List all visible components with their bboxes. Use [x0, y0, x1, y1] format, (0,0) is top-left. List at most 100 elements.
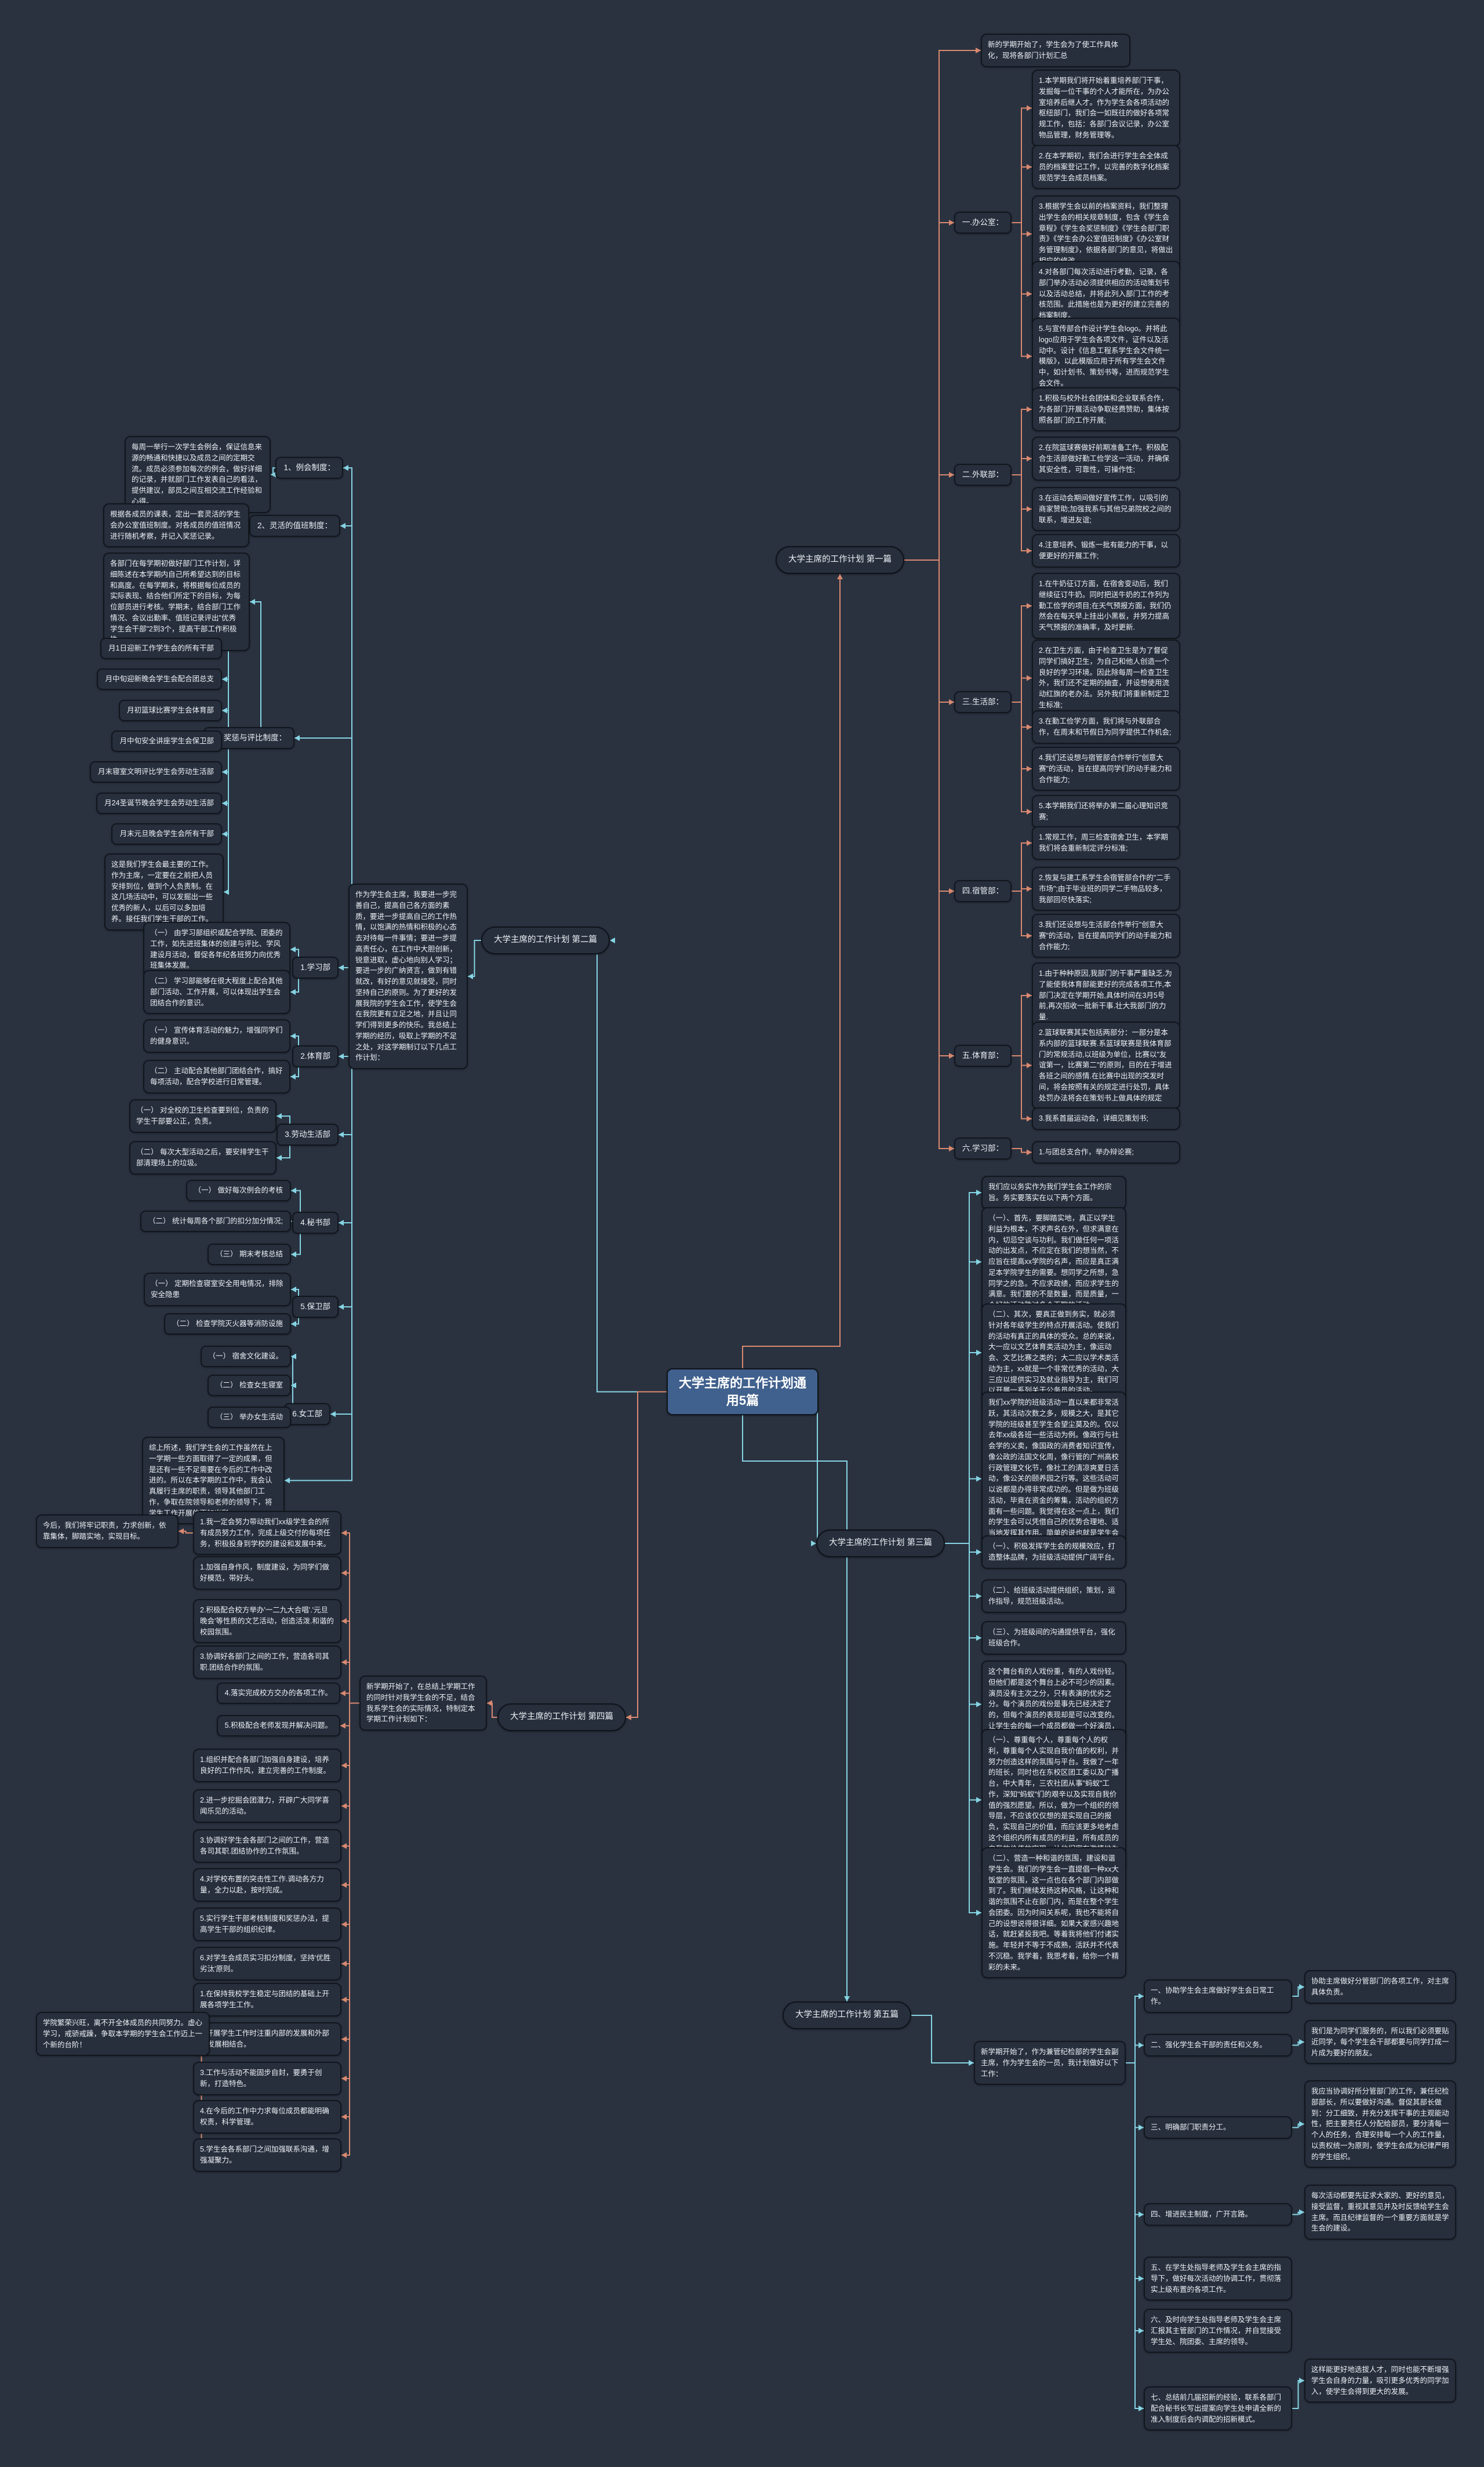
- plan2-month-event[interactable]: 月末寝室文明评比学生会劳动生活部: [89, 761, 222, 783]
- plan2-labor-item[interactable]: （一） 对全校的卫生检查要到位，负责的学生干部要公正，负责。: [129, 1099, 277, 1133]
- plan1-office-item[interactable]: 1.本学期我们将开始着重培养部门干事，发掘每一位干事的个人才能所在，为办公室培养…: [1032, 70, 1180, 147]
- plan2-meeting-system-note[interactable]: 每周一举行一次学生会例会，保证信息来源的畅通和快捷以及成员之间的定期交流。成员必…: [125, 436, 271, 513]
- plan4-item[interactable]: 1.加强自身作风，制度建设，为同学们做好模范，带好头。: [193, 1556, 341, 1590]
- plan1-life-item[interactable]: 5.本学期我们还将举办第二届心理知识竞赛;: [1032, 795, 1180, 829]
- plan5-item[interactable]: 二、强化学生会干部的责任和义务。: [1144, 2034, 1292, 2057]
- plan5-item[interactable]: 五、在学生处指导老师及学生会主席的指导下，做好每次活动的协调工作，贯彻落实上级布…: [1144, 2257, 1292, 2301]
- plan1-outreach-item[interactable]: 3.在运动会期间做好宣传工作，以吸引的商家赞助;加强我系与其他兄弟院校之间的联系…: [1032, 487, 1180, 532]
- plan4-item[interactable]: 4.落实完成校方交办的各项工作。: [216, 1683, 340, 1704]
- plan3-paragraph[interactable]: （二）、给班级活动提供组织，策划，运作指导，规范班级活动。: [981, 1579, 1126, 1613]
- plan3-paragraph[interactable]: （二）、其次，要真正做到务实，就必须针对各年级学生的特点开展活动。使我们的活动有…: [981, 1303, 1126, 1402]
- plan1-life-item[interactable]: 1.在牛奶征订方面，在宿舍变动后，我们继续征订牛奶。同时把送牛奶的工作列为勤工俭…: [1032, 573, 1180, 639]
- plan4-item[interactable]: 2.进一步挖掘会团潜力，开辟广大同学喜闻乐见的活动。: [193, 1789, 341, 1823]
- plan4-item[interactable]: 5.实行学生干部考核制度和奖惩办法，提高学生干部的组织纪律。: [193, 1908, 341, 1941]
- plan1-life-item[interactable]: 3.在勤工俭学方面，我们将与外联部合作，在周末和节假日为同学提供工作机会;: [1032, 710, 1180, 744]
- plan4-item[interactable]: 4.在今后的工作中力求每位成员都能明确权责，科学管理。: [193, 2100, 341, 2134]
- plan2-dept-labor-label[interactable]: 3.劳动生活部: [277, 1124, 339, 1146]
- plan3-paragraph[interactable]: （一）、积极发挥学生会的规模效应，打造整体品牌，为班级活动提供广阔平台。: [981, 1535, 1126, 1569]
- branch-node-plan5[interactable]: 大学主席的工作计划 第五篇: [783, 2001, 912, 2029]
- plan5-item[interactable]: 六、及时向学生处指导老师及学生会主席汇报其主管部门的工作情况，并自觉接受学生处、…: [1144, 2309, 1292, 2353]
- plan2-women-item[interactable]: （三） 举办女生活动: [208, 1407, 291, 1428]
- plan1-sports-item[interactable]: 1.由于种种原因,我部门的干事严重缺乏.为了能使我体育部能更好的完成各项工作,本…: [1032, 962, 1180, 1029]
- plan4-item[interactable]: 1.组织并配合各部门加强自身建设，培养良好的工作作风，建立完善的工作制度。: [193, 1749, 341, 1782]
- plan5-intro-note[interactable]: 新学期开始了，作为兼管纪检部的学生会副主席，作为学生会的一员，我计划做好以下工作…: [974, 2041, 1126, 2085]
- branch-node-plan3[interactable]: 大学主席的工作计划 第三篇: [816, 1529, 945, 1557]
- plan2-dept-security-label[interactable]: 5.保卫部: [292, 1296, 339, 1318]
- plan2-intro-note[interactable]: 作为学生会主席，我要进一步完善自己，提高自己各方面的素质，要进一步提高自己的工作…: [348, 884, 468, 1069]
- plan2-closing-note[interactable]: 综上所述，我们学生会的工作虽然在上一学期一些方面取得了一定的成果，但是还有一些不…: [142, 1437, 285, 1525]
- plan2-study-item[interactable]: （一） 由学习部组织或配合学院、团委的工作，如先进班集体的创建与评比、学风建设月…: [143, 922, 290, 977]
- plan4-item[interactable]: 4.对学校布置的突击性工作.调动各方力量，全力以赴，按时完成。: [193, 1868, 341, 1902]
- plan5-item-note[interactable]: 我应当协调好所分管部门的工作，兼任纪检部部长，所以要做好沟通。督促其部长做到：分…: [1304, 2080, 1456, 2168]
- plan4-item[interactable]: 3.工作与活动不能固步自封，要勇于创新，打造特色。: [193, 2062, 341, 2095]
- plan2-assessment-note[interactable]: 各部门在每学期初做好部门工作计划，详细陈述在本学期内自己所希望达到的目标和高度。…: [103, 553, 250, 651]
- plan2-meeting-system-label[interactable]: 1、例会制度：: [275, 457, 343, 479]
- plan4-lead-item[interactable]: 1.我一定会努力带动我们xx级学生会的所有成员努力工作，完成上级交付的每项任务，…: [193, 1511, 341, 1556]
- plan2-dept-study-label[interactable]: 1.学习部: [292, 957, 339, 979]
- plan4-item[interactable]: 3.协调好学生会各部门之间的工作，营造各司其职.团结协作的工作氛围。: [193, 1829, 341, 1863]
- plan4-item[interactable]: 5.学生会各系部门之间加强联系沟通，增强凝聚力。: [193, 2138, 341, 2172]
- plan4-item[interactable]: 1.在保持我校学生稳定与团结的基础上开展各项学生工作。: [193, 1983, 341, 2017]
- plan5-item[interactable]: 四、增进民主制度，广开言路。: [1144, 2203, 1292, 2226]
- plan2-dept-women-label[interactable]: 6.女工部: [284, 1403, 330, 1426]
- plan2-secretary-item[interactable]: （二） 统计每周各个部门的扣分加分情况;: [140, 1211, 291, 1232]
- plan1-dorm-item[interactable]: 3.我们还设想与生活部合作举行"创意大赛"的活动，旨在提高同学们的动手能力和合作…: [1032, 914, 1180, 958]
- plan2-security-item[interactable]: （二） 检查学院灭火器等消防设施: [164, 1313, 291, 1335]
- plan3-paragraph[interactable]: （三）、为班级间的沟通提供平台，强化班级合作。: [981, 1621, 1126, 1655]
- plan2-security-item[interactable]: （一） 定期检查寝室安全用电情况，排除安全隐患: [144, 1273, 291, 1306]
- plan2-duty-system-note[interactable]: 根据各成员的课表，定出一套灵活的学生会办公室值班制度。对各成员的值班情况进行随机…: [103, 503, 249, 548]
- plan4-item[interactable]: 6.对学生会成员实习扣分制度，坚持'优胜劣汰'原则。: [193, 1947, 341, 1981]
- plan1-outreach-item[interactable]: 2.在院篮球赛做好前期准备工作。积极配合生活部做好勤工俭学这一活动，并确保其安全…: [1032, 437, 1180, 481]
- plan2-women-item[interactable]: （二） 检查女生寝室: [208, 1375, 291, 1396]
- plan3-paragraph[interactable]: （二）、营造一种和谐的氛围，建设和谐学生会。我们的学生会一直提倡一种xx大饭堂的…: [981, 1847, 1126, 1979]
- plan2-labor-item[interactable]: （二） 每次大型活动之后，要安排学生干部清理场上的垃圾。: [129, 1141, 277, 1175]
- plan1-dept-dorm-label[interactable]: 四.宿管部：: [954, 880, 1012, 903]
- plan1-office-item[interactable]: 5.与宣传部合作设计学生会logo。并将此logo应用于学生会各项文件，证件以及…: [1032, 318, 1180, 395]
- plan4-item[interactable]: 2.开展学生工作时注重内部的发展和外部的发展相结合。: [193, 2022, 341, 2056]
- plan1-outreach-item[interactable]: 1.积极与校外社会团体和企业联系合作，为各部门开展活动争取经费赞助，集体按照各部…: [1032, 387, 1180, 432]
- plan2-month-event[interactable]: 月24圣诞节晚会学生会劳动生活部: [96, 793, 222, 814]
- plan1-office-item[interactable]: 3.根据学生会以前的档案资料，我们整理出学生会的相关规章制度，包含《学生会章程》…: [1032, 195, 1180, 273]
- plan4-goal-note[interactable]: 今后，我们将牢记职责，力求创新，依靠集体，脚踏实地，实现目标。: [36, 1514, 179, 1548]
- plan1-sports-item[interactable]: 3.我系首届运动会，详细见策划书;: [1032, 1107, 1180, 1130]
- plan4-closing-note[interactable]: 学院繁荣兴旺，离不开全体成员的共同努力。虚心学习，戒骄戒躁，争取本学期的学生会工…: [36, 2012, 210, 2057]
- plan1-office-item[interactable]: 4.对各部门每次活动进行考勤，记录，各部门举办活动必须提供相应的活动策划书以及活…: [1032, 261, 1180, 327]
- plan1-dept-sports-label[interactable]: 五.体育部：: [954, 1045, 1012, 1067]
- plan3-paragraph[interactable]: 我们应以务实作为我们学生会工作的宗旨。务实要落实在以下两个方面。: [981, 1176, 1126, 1209]
- plan1-dept-study-label[interactable]: 六.学习部：: [954, 1138, 1012, 1160]
- plan2-month-event[interactable]: 月初篮球比赛学生会体育部: [118, 700, 222, 721]
- plan5-item[interactable]: 一、协助学生会主席做好学生会日常工作。: [1144, 1979, 1292, 2013]
- plan5-item[interactable]: 三、明确部门职责分工。: [1144, 2116, 1292, 2139]
- plan2-sports-item[interactable]: （一） 宣传体育活动的魅力，增强同学们的健身意识。: [143, 1019, 290, 1053]
- plan2-month-event[interactable]: 月1日迎新工作学生会的所有干部: [100, 638, 222, 659]
- plan1-dept-outreach-label[interactable]: 二.外联部：: [954, 464, 1012, 486]
- plan5-item-note[interactable]: 这样能更好地选拔人才，同时也能不断增强学生会自身的力量，吸引更多优秀的同学加入，…: [1304, 2359, 1456, 2403]
- branch-node-plan4[interactable]: 大学主席的工作计划 第四篇: [497, 1703, 627, 1731]
- plan2-events-note[interactable]: 这是我们学生会最主要的工作。作为主席，一定要在之前把人员安排到位，做到个人负责制…: [104, 853, 224, 931]
- plan2-month-event[interactable]: 月中旬迎新晚会学生会配合团总支: [97, 668, 222, 690]
- plan2-secretary-item[interactable]: （一） 做好每次例会的考核: [186, 1180, 291, 1201]
- plan1-intro-note[interactable]: 新的学期开始了，学生会为了使工作具体化，现将各部门计划汇总: [981, 34, 1130, 67]
- plan1-dept-life-label[interactable]: 三.生活部：: [954, 691, 1012, 714]
- plan5-item-note[interactable]: 协助主席做好分管部门的各项工作，对主席具体负责。: [1304, 1970, 1456, 2004]
- plan5-item[interactable]: 七、总结前几届招新的经验，联系各部门配合秘书长写出提案向学生处申请全新的准入制度…: [1144, 2386, 1292, 2431]
- plan2-secretary-item[interactable]: （三） 期末考核总结: [208, 1244, 291, 1265]
- plan2-dept-secretary-label[interactable]: 4.秘书部: [292, 1212, 339, 1234]
- plan2-study-item[interactable]: （二） 学习部能够在很大程度上配合其他部门活动、工作开展，可以体现出学生会团结合…: [143, 970, 290, 1015]
- plan4-item[interactable]: 5.积极配合老师发现并解决问题。: [216, 1715, 340, 1736]
- branch-node-plan2[interactable]: 大学主席的工作计划 第二篇: [481, 927, 610, 954]
- plan1-sports-item[interactable]: 2.篮球联赛其实包括两部分：一部分是本系内部的篮球联赛.系篮球联赛是我体育部门的…: [1032, 1022, 1180, 1110]
- plan1-dept-office-label[interactable]: 一.办公室：: [954, 212, 1012, 234]
- plan1-life-item[interactable]: 2.在卫生方面，由于检查卫生是为了督促同学们搞好卫生，为自己和他人创造一个良好的…: [1032, 640, 1180, 717]
- branch-node-plan1[interactable]: 大学主席的工作计划 第一篇: [776, 546, 905, 574]
- plan1-study-item[interactable]: 1.与团总支合作，举办辩论赛;: [1032, 1141, 1180, 1164]
- plan1-dorm-item[interactable]: 1.常规工作，周三检查宿舍卫生，本学期我们将会重新制定评分标准;: [1032, 826, 1180, 860]
- plan1-dorm-item[interactable]: 2.恢复与建工系学生会宿管部合作的"二手市场";由于毕业班的同学二手物品较多，我…: [1032, 867, 1180, 911]
- plan1-life-item[interactable]: 4.我们还设想与宿管部合作举行"创意大赛"的活动，旨在提高同学们的动手能力和合作…: [1032, 747, 1180, 791]
- plan5-item-note[interactable]: 每次活动都要先征求大家的、更好的意见，接受监督，重视其意见并及时反馈给学生会主席…: [1304, 2185, 1456, 2240]
- plan4-item[interactable]: 3.协调好各部门之间的工作，营造各司其职.团结合作的氛围。: [193, 1645, 341, 1679]
- central-topic[interactable]: 大学主席的工作计划通用5篇: [667, 1368, 819, 1416]
- plan2-sports-item[interactable]: （二） 主动配合其他部门团结合作，搞好每项活动，配合学校进行日常管理。: [143, 1060, 290, 1093]
- plan2-duty-system-label[interactable]: 2、灵活的值班制度：: [249, 515, 340, 537]
- plan4-item[interactable]: 2.积极配合校方举办'一二九大合唱'.'元旦晚会'等性质的文艺活动，创造活泼.和…: [193, 1599, 341, 1644]
